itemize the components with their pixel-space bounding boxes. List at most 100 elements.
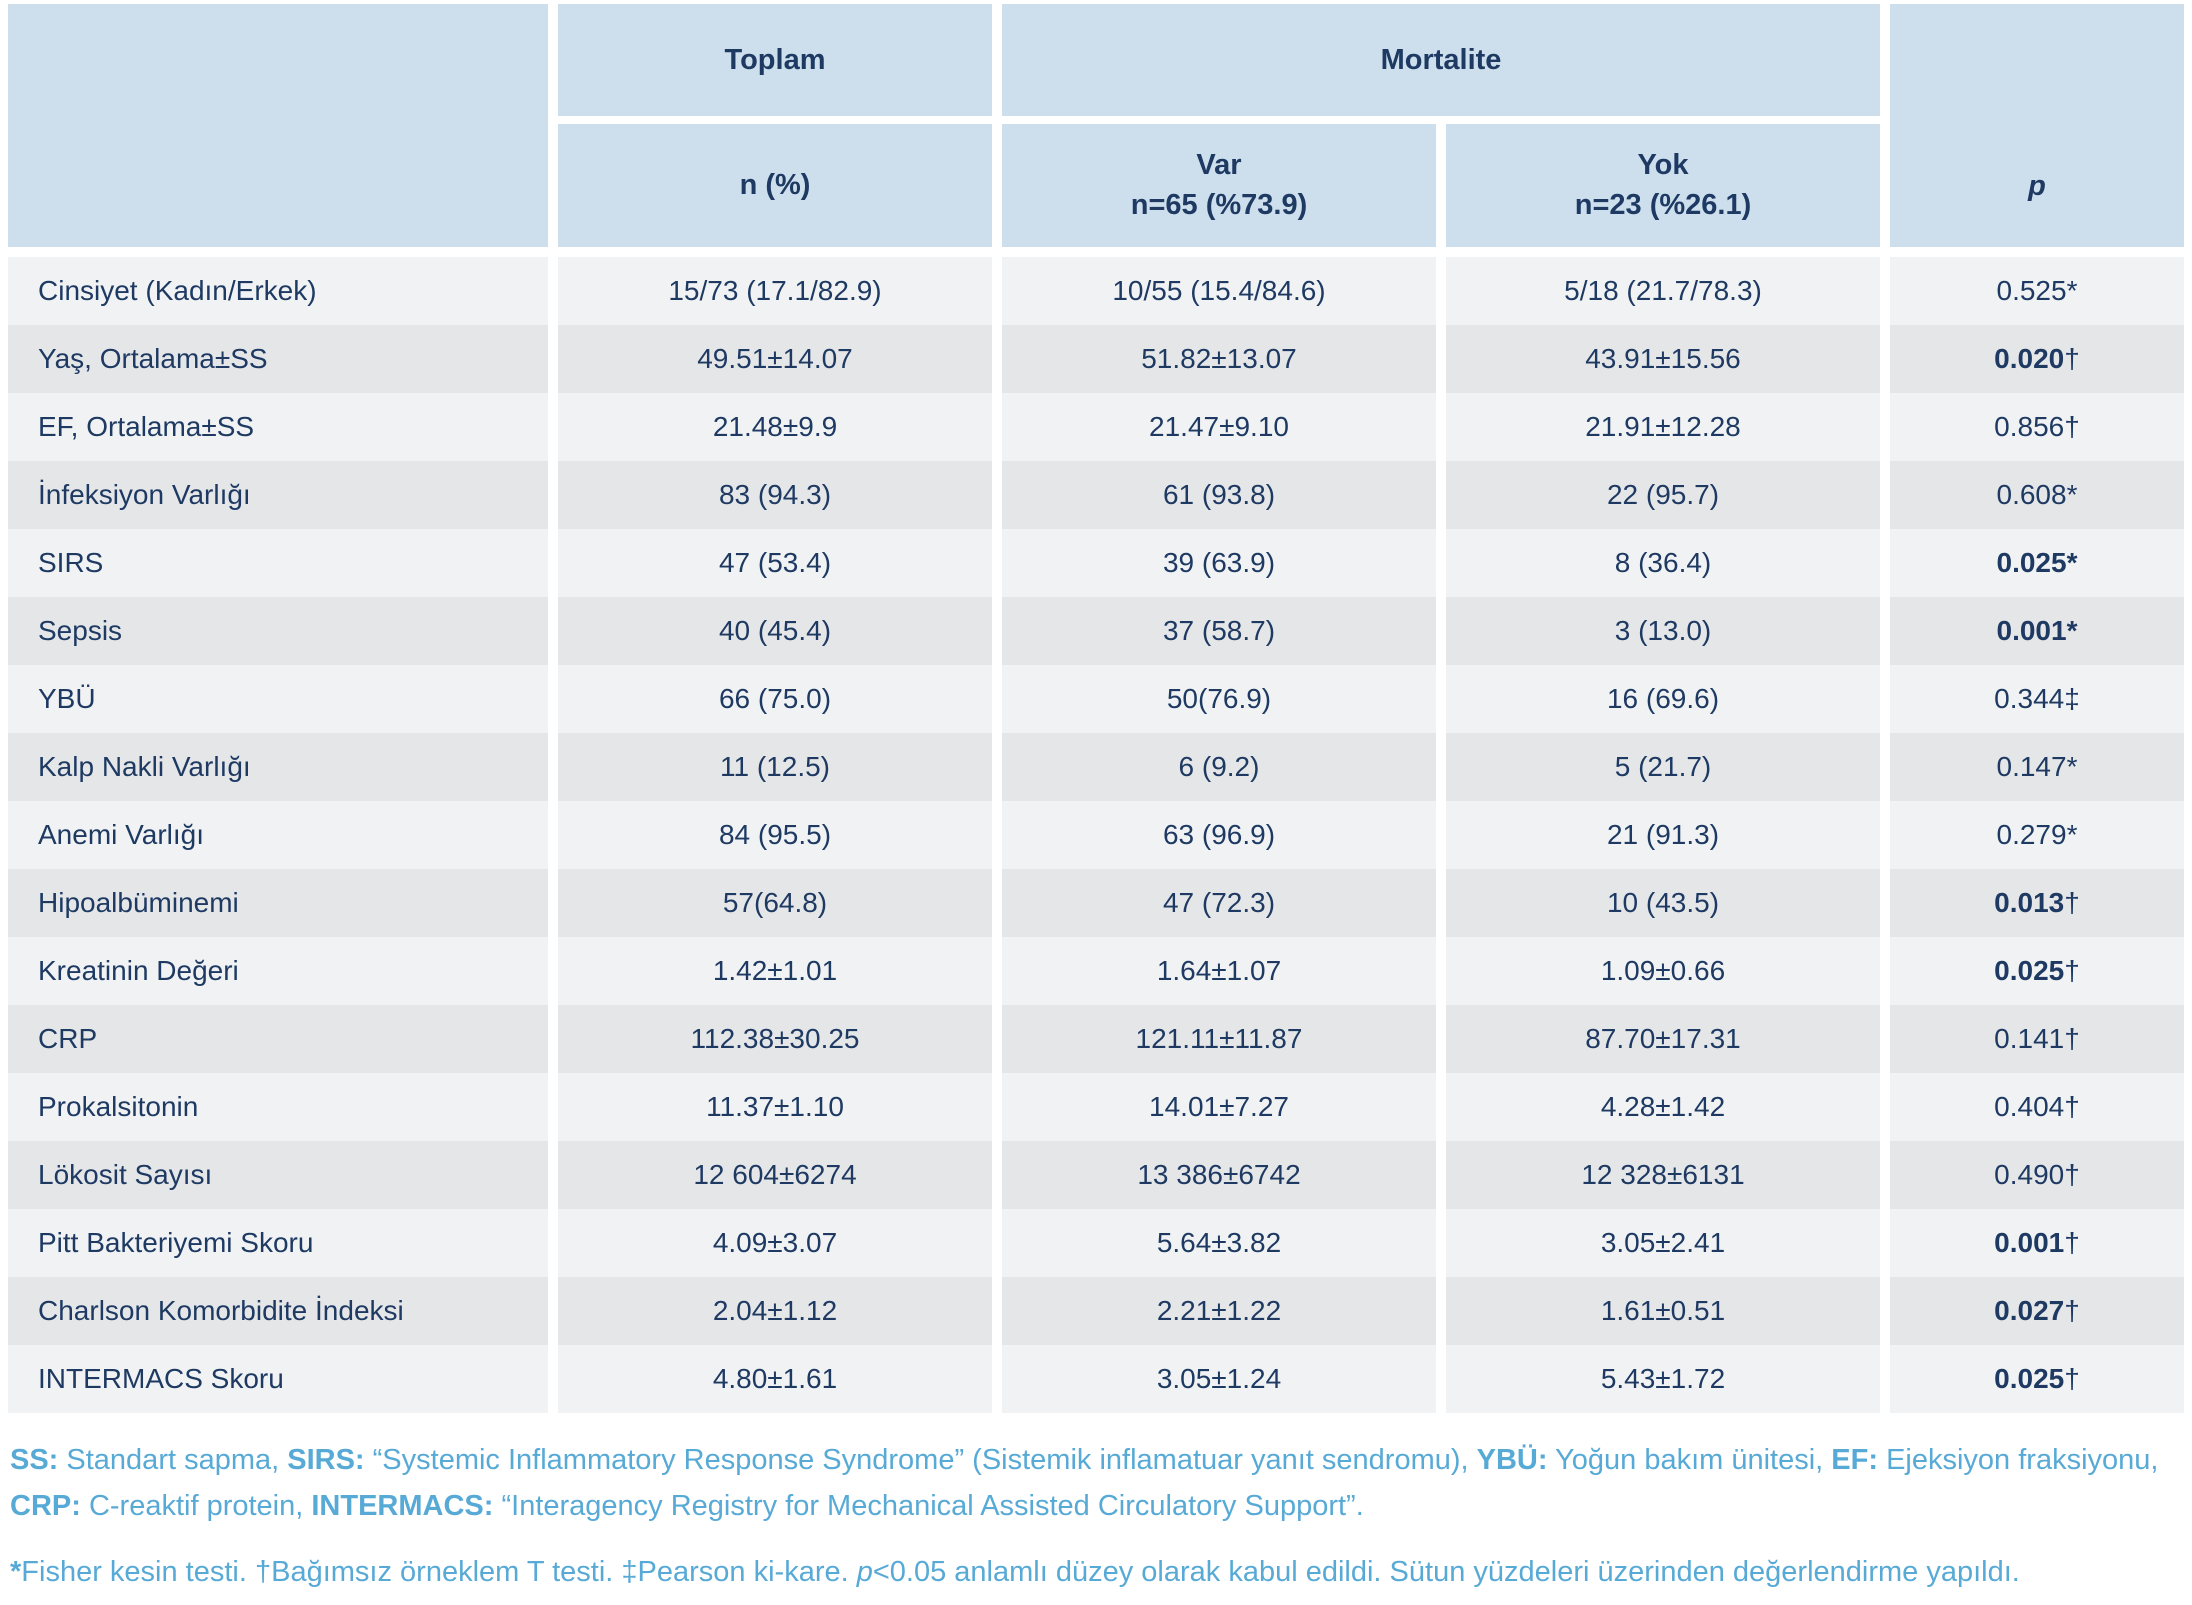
var-label: Var <box>1196 149 1242 182</box>
mortalite-yok-value: 5/18 (21.7/78.3) <box>1436 257 1880 325</box>
corner-cell <box>8 4 548 257</box>
mortalite-var-value: 50(76.9) <box>992 665 1436 733</box>
p-value: 0.490† <box>1880 1141 2184 1209</box>
table-row: Kalp Nakli Varlığı 11 (12.5) 6 (9.2) 5 (21.… <box>8 733 2184 801</box>
mortalite-var-value: 2.21±1.22 <box>992 1277 1436 1345</box>
p-value: 0.020† <box>1880 325 2184 393</box>
mortalite-yok-value: 87.70±17.31 <box>1436 1005 1880 1073</box>
mortalite-yok-value: 21.91±12.28 <box>1436 393 1880 461</box>
p-value: 0.001* <box>1880 597 2184 665</box>
row-label: CRP <box>8 1005 548 1073</box>
table-row: Prokalsitonin 11.37±1.10 14.01±7.27 4.28±1.… <box>8 1073 2184 1141</box>
mortality-statistics-table: Toplam Mortalite p n (%) Var n=65 (%73.9… <box>8 4 2184 1413</box>
row-label: Lökosit Sayısı <box>8 1141 548 1209</box>
table-row: Anemi Varlığı 84 (95.5) 63 (96.9) 21 (91.3)… <box>8 801 2184 869</box>
row-label: Hipoalbüminemi <box>8 869 548 937</box>
toplam-value: 66 (75.0) <box>548 665 992 733</box>
toplam-value: 1.42±1.01 <box>548 937 992 1005</box>
mortalite-var-value: 3.05±1.24 <box>992 1345 1436 1413</box>
p-value: 0.344‡ <box>1880 665 2184 733</box>
table-row: Cinsiyet (Kadın/Erkek) 15/73 (17.1/82.9) 1… <box>8 257 2184 325</box>
mortalite-var-value: 1.64±1.07 <box>992 937 1436 1005</box>
table-row: Pitt Bakteriyemi Skoru 4.09±3.07 5.64±3.82… <box>8 1209 2184 1277</box>
toplam-value: 112.38±30.25 <box>548 1005 992 1073</box>
p-value: 0.608* <box>1880 461 2184 529</box>
row-label: İnfeksiyon Varlığı <box>8 461 548 529</box>
toplam-value: 11.37±1.10 <box>548 1073 992 1141</box>
mortalite-yok-value: 12 328±6131 <box>1436 1141 1880 1209</box>
toplam-value: 21.48±9.9 <box>548 393 992 461</box>
toplam-value: 15/73 (17.1/82.9) <box>548 257 992 325</box>
p-value: 0.001† <box>1880 1209 2184 1277</box>
p-value: 0.856† <box>1880 393 2184 461</box>
row-label: SIRS <box>8 529 548 597</box>
mortalite-var-value: 5.64±3.82 <box>992 1209 1436 1277</box>
mortalite-yok-value: 1.61±0.51 <box>1436 1277 1880 1345</box>
row-label: Anemi Varlığı <box>8 801 548 869</box>
table-body: Cinsiyet (Kadın/Erkek) 15/73 (17.1/82.9) 1… <box>8 257 2184 1413</box>
toplam-value: 57(64.8) <box>548 869 992 937</box>
toplam-value: 47 (53.4) <box>548 529 992 597</box>
toplam-value: 84 (95.5) <box>548 801 992 869</box>
row-label: Charlson Komorbidite İndeksi <box>8 1277 548 1345</box>
column-header-yok: Yok n=23 (%26.1) <box>1436 124 1880 257</box>
toplam-value: 83 (94.3) <box>548 461 992 529</box>
row-label: EF, Ortalama±SS <box>8 393 548 461</box>
toplam-value: 2.04±1.12 <box>548 1277 992 1345</box>
p-value: 0.025† <box>1880 1345 2184 1413</box>
p-value: 0.025† <box>1880 937 2184 1005</box>
table-row: CRP 112.38±30.25 121.11±11.87 87.70±17.31 0.… <box>8 1005 2184 1073</box>
toplam-value: 11 (12.5) <box>548 733 992 801</box>
mortalite-yok-value: 5.43±1.72 <box>1436 1345 1880 1413</box>
mortalite-var-value: 21.47±9.10 <box>992 393 1436 461</box>
row-label: Kalp Nakli Varlığı <box>8 733 548 801</box>
footnote-abbreviations: SS: Standart sapma, SIRS: “Systemic Infl… <box>10 1444 2159 1522</box>
table-row: YBÜ 66 (75.0) 50(76.9) 16 (69.6) 0.344‡ <box>8 665 2184 733</box>
row-label: INTERMACS Skoru <box>8 1345 548 1413</box>
column-header-n-pct: n (%) <box>548 124 992 257</box>
toplam-value: 49.51±14.07 <box>548 325 992 393</box>
row-label: Sepsis <box>8 597 548 665</box>
row-label: Pitt Bakteriyemi Skoru <box>8 1209 548 1277</box>
table-row: Hipoalbüminemi 57(64.8) 47 (72.3) 10 (43.5)… <box>8 869 2184 937</box>
footnote-tests: *Fisher kesin testi. †Bağımsız örneklem … <box>10 1556 2020 1588</box>
table-row: Charlson Komorbidite İndeksi 2.04±1.12 2.2… <box>8 1277 2184 1345</box>
mortalite-yok-value: 10 (43.5) <box>1436 869 1880 937</box>
p-value: 0.525* <box>1880 257 2184 325</box>
table-row: INTERMACS Skoru 4.80±1.61 3.05±1.24 5.43±1.… <box>8 1345 2184 1413</box>
mortalite-yok-value: 16 (69.6) <box>1436 665 1880 733</box>
table-header: Toplam Mortalite p n (%) Var n=65 (%73.9… <box>8 4 2184 257</box>
yok-label: Yok <box>1637 149 1689 182</box>
mortalite-var-value: 37 (58.7) <box>992 597 1436 665</box>
mortalite-yok-value: 22 (95.7) <box>1436 461 1880 529</box>
table-row: EF, Ortalama±SS 21.48±9.9 21.47±9.10 21.91±… <box>8 393 2184 461</box>
mortalite-yok-value: 43.91±15.56 <box>1436 325 1880 393</box>
table-row: İnfeksiyon Varlığı 83 (94.3) 61 (93.8) 22 (… <box>8 461 2184 529</box>
mortalite-var-value: 121.11±11.87 <box>992 1005 1436 1073</box>
toplam-value: 12 604±6274 <box>548 1141 992 1209</box>
mortalite-var-value: 6 (9.2) <box>992 733 1436 801</box>
column-header-p: p <box>1880 4 2184 257</box>
column-header-toplam: Toplam <box>548 4 992 124</box>
mortalite-yok-value: 4.28±1.42 <box>1436 1073 1880 1141</box>
p-value: 0.404† <box>1880 1073 2184 1141</box>
toplam-value: 4.09±3.07 <box>548 1209 992 1277</box>
row-label: Kreatinin Değeri <box>8 937 548 1005</box>
mortalite-var-value: 13 386±6742 <box>992 1141 1436 1209</box>
table-row: Lökosit Sayısı 12 604±6274 13 386±6742 12 3… <box>8 1141 2184 1209</box>
mortalite-var-value: 61 (93.8) <box>992 461 1436 529</box>
mortalite-yok-value: 5 (21.7) <box>1436 733 1880 801</box>
mortalite-var-value: 63 (96.9) <box>992 801 1436 869</box>
p-value: 0.141† <box>1880 1005 2184 1073</box>
table-row: Yaş, Ortalama±SS 49.51±14.07 51.82±13.07 43… <box>8 325 2184 393</box>
mortalite-var-value: 10/55 (15.4/84.6) <box>992 257 1436 325</box>
var-count: n=65 (%73.9) <box>1130 188 1308 221</box>
mortalite-yok-value: 3 (13.0) <box>1436 597 1880 665</box>
row-label: Prokalsitonin <box>8 1073 548 1141</box>
p-value: 0.013† <box>1880 869 2184 937</box>
p-value: 0.147* <box>1880 733 2184 801</box>
mortalite-var-value: 14.01±7.27 <box>992 1073 1436 1141</box>
mortalite-var-value: 47 (72.3) <box>992 869 1436 937</box>
p-value: 0.025* <box>1880 529 2184 597</box>
column-header-mortalite: Mortalite <box>992 4 1880 124</box>
